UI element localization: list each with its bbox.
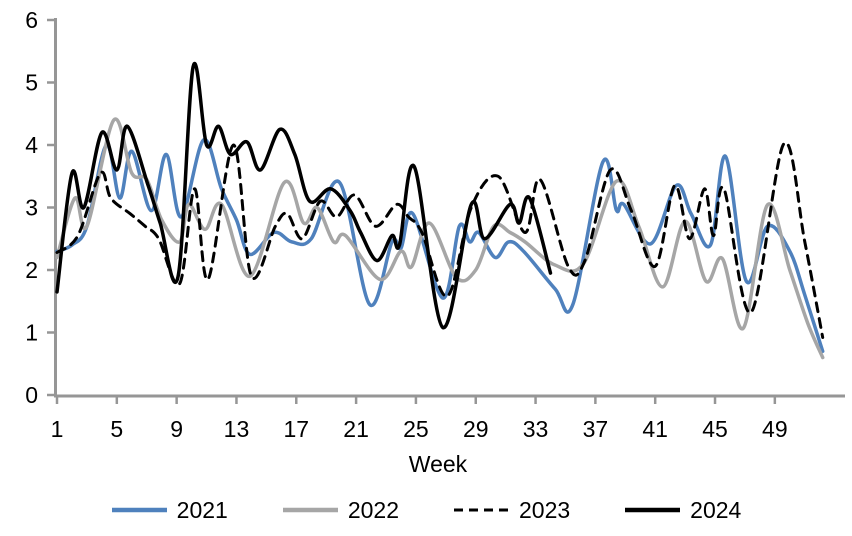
legend-label-2022: 2022 bbox=[347, 496, 399, 523]
legend: 2021 2022 2023 2024 bbox=[0, 490, 852, 530]
legend-label-2023: 2023 bbox=[519, 496, 571, 523]
x-tick-label: 25 bbox=[403, 416, 429, 442]
y-tick-label: 4 bbox=[25, 132, 38, 158]
legend-swatch-2023 bbox=[454, 508, 509, 512]
x-tick-label: 29 bbox=[463, 416, 489, 442]
x-tick-label: 5 bbox=[110, 416, 123, 442]
legend-label-2024: 2024 bbox=[690, 496, 742, 523]
x-tick-label: 13 bbox=[224, 416, 250, 442]
legend-swatch-2022 bbox=[282, 507, 338, 513]
x-tick-label: 17 bbox=[283, 416, 309, 442]
legend-swatch-2021 bbox=[111, 507, 167, 513]
x-tick-label: 49 bbox=[762, 416, 788, 442]
x-tick-label: 33 bbox=[523, 416, 549, 442]
series-line-2022 bbox=[55, 117, 825, 360]
x-tick-label: 9 bbox=[170, 416, 183, 442]
series-line-2024 bbox=[55, 61, 553, 330]
x-tick-label: 41 bbox=[642, 416, 668, 442]
x-tick-label: 1 bbox=[51, 416, 64, 442]
legend-label-2021: 2021 bbox=[176, 496, 228, 523]
x-tick-label: 21 bbox=[343, 416, 369, 442]
y-tick-label: 2 bbox=[25, 257, 38, 283]
x-axis-title: Week bbox=[409, 451, 468, 477]
legend-item-2023: 2023 bbox=[453, 496, 571, 523]
x-tick-label: 37 bbox=[583, 416, 609, 442]
x-tick-label: 45 bbox=[702, 416, 728, 442]
series-lines bbox=[55, 61, 825, 360]
y-tick-label: 0 bbox=[25, 382, 38, 408]
legend-item-2024: 2024 bbox=[624, 496, 742, 523]
legend-item-2022: 2022 bbox=[282, 496, 399, 523]
legend-item-2021: 2021 bbox=[111, 496, 228, 523]
y-tick-label: 5 bbox=[25, 70, 38, 96]
y-tick-label: 1 bbox=[25, 320, 38, 346]
y-tick-label: 6 bbox=[25, 7, 38, 33]
legend-swatch-2024 bbox=[625, 507, 681, 513]
y-tick-label: 3 bbox=[25, 195, 38, 221]
